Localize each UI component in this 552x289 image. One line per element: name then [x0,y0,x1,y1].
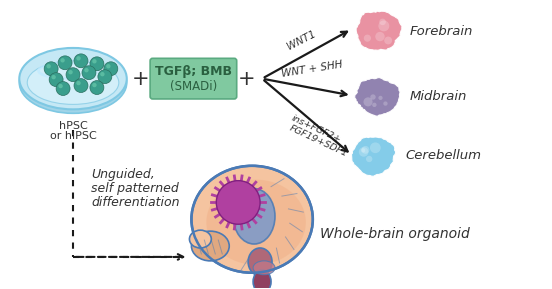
Circle shape [359,147,368,157]
Circle shape [100,72,104,76]
Circle shape [68,70,73,74]
Circle shape [370,142,381,153]
Circle shape [383,101,388,106]
Circle shape [104,62,118,76]
Circle shape [361,148,365,153]
Text: Cerebellum: Cerebellum [405,149,481,162]
Text: differentiation: differentiation [91,195,179,208]
Circle shape [372,103,376,107]
Ellipse shape [233,188,275,244]
Circle shape [375,32,385,41]
Ellipse shape [19,48,127,109]
Ellipse shape [206,180,306,265]
Circle shape [378,21,389,31]
Circle shape [74,54,88,68]
Text: hPSC: hPSC [59,121,87,131]
Text: WNT + SHH: WNT + SHH [280,60,343,79]
Circle shape [74,79,88,92]
Circle shape [379,18,386,25]
Polygon shape [352,137,396,176]
Ellipse shape [192,231,229,261]
Text: Whole-brain organoid: Whole-brain organoid [320,227,470,241]
Circle shape [84,68,89,73]
Circle shape [362,146,369,154]
Ellipse shape [253,261,275,275]
Circle shape [378,96,383,100]
Text: or hiPSC: or hiPSC [50,131,97,141]
Circle shape [66,68,80,81]
Circle shape [92,59,97,64]
Text: TGFβ; BMB: TGFβ; BMB [155,65,232,78]
Circle shape [90,81,104,95]
Circle shape [60,58,65,62]
Text: FGF19+SDF1: FGF19+SDF1 [288,123,349,158]
Circle shape [46,64,51,68]
Text: (SMADi): (SMADi) [170,80,217,93]
Ellipse shape [192,166,313,273]
Text: self patterned: self patterned [91,182,179,194]
Circle shape [363,97,373,106]
Text: ins+FGF2+: ins+FGF2+ [290,113,343,144]
Circle shape [56,81,70,95]
Circle shape [370,94,376,100]
Polygon shape [355,77,400,116]
Circle shape [216,181,260,224]
Circle shape [98,70,112,84]
Polygon shape [356,11,402,50]
Circle shape [49,73,63,87]
Ellipse shape [189,230,211,248]
Circle shape [76,56,81,60]
Text: Midbrain: Midbrain [410,90,466,103]
Circle shape [82,66,96,80]
Circle shape [44,62,58,76]
Circle shape [106,64,110,68]
Text: WNT1: WNT1 [286,29,318,52]
Circle shape [51,75,56,79]
Ellipse shape [248,248,272,276]
Text: Unguided,: Unguided, [91,168,155,181]
Text: +: + [237,69,255,89]
Circle shape [90,57,104,71]
Circle shape [59,84,63,88]
Circle shape [364,35,371,42]
Circle shape [366,156,373,162]
Circle shape [76,81,81,85]
Text: +: + [132,69,150,89]
Circle shape [384,36,392,45]
Text: Forebrain: Forebrain [410,25,473,38]
FancyBboxPatch shape [150,58,237,99]
Ellipse shape [19,52,127,113]
Circle shape [58,56,72,70]
Ellipse shape [27,61,119,104]
Ellipse shape [253,270,271,289]
Circle shape [92,83,97,87]
